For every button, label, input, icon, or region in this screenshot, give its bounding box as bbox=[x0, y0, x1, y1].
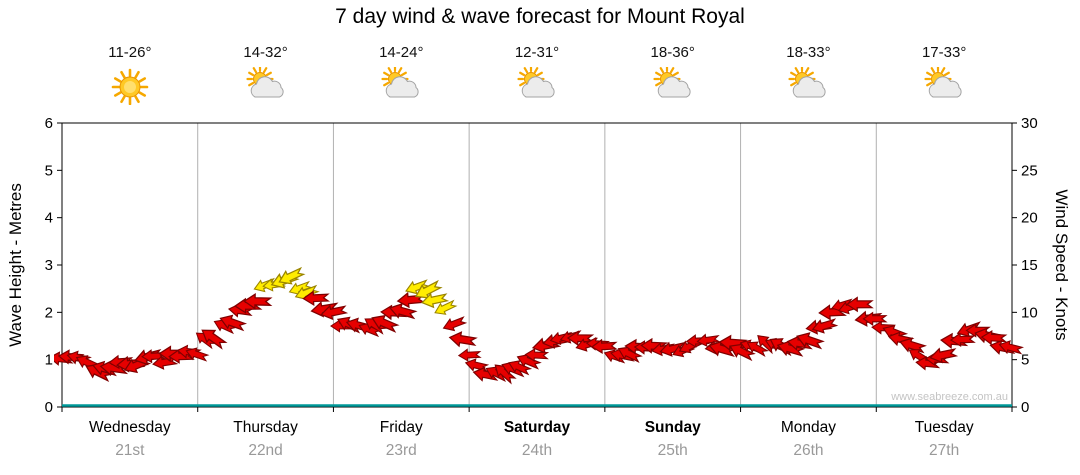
wind-arrow bbox=[845, 296, 874, 313]
temperature-label: 18-36° bbox=[650, 44, 695, 61]
wind-arrow bbox=[998, 340, 1024, 355]
day-date: 25th bbox=[657, 442, 688, 459]
day-name: Friday bbox=[379, 419, 423, 436]
right-tick-label: 5 bbox=[1021, 352, 1029, 369]
right-tick-label: 15 bbox=[1021, 257, 1038, 274]
right-tick-label: 20 bbox=[1021, 210, 1038, 227]
day-name: Sunday bbox=[644, 419, 701, 436]
left-tick-label: 4 bbox=[45, 210, 53, 227]
wind-arrow-series bbox=[54, 266, 1024, 385]
wind-arrow bbox=[371, 314, 400, 333]
bottom-axis-ticks bbox=[61, 407, 1013, 412]
day-name: Tuesday bbox=[914, 419, 974, 436]
wind-arrow bbox=[524, 348, 550, 363]
watermark: www.seabreeze.com.au bbox=[891, 391, 1008, 403]
wind-arrow bbox=[185, 347, 210, 362]
left-tick-label: 6 bbox=[45, 115, 53, 132]
partly-cloudy-icon bbox=[378, 65, 424, 110]
day-name: Saturday bbox=[503, 419, 571, 436]
day-name: Wednesday bbox=[89, 419, 171, 436]
temperature-label: 14-32° bbox=[243, 44, 288, 61]
day-date: 26th bbox=[793, 442, 824, 459]
day-date: 24th bbox=[521, 442, 553, 459]
day-name: Thursday bbox=[233, 419, 298, 436]
temperature-label: 12-31° bbox=[514, 44, 560, 61]
sunny-icon bbox=[107, 67, 153, 110]
wind-arrow bbox=[448, 331, 478, 348]
wind-arrow bbox=[464, 358, 490, 372]
partly-cloudy-icon bbox=[921, 65, 967, 110]
left-tick-label: 0 bbox=[45, 399, 53, 416]
day-gridlines bbox=[197, 123, 877, 407]
wind-arrow bbox=[929, 347, 959, 364]
partly-cloudy-icon bbox=[243, 65, 289, 110]
left-tick-label: 3 bbox=[45, 257, 53, 274]
wind-arrow bbox=[811, 318, 839, 334]
left-tick-label: 2 bbox=[45, 304, 53, 321]
day-name: Monday bbox=[780, 419, 836, 436]
right-axis: 0 5 10 15 20 25 30 bbox=[1012, 115, 1038, 416]
wind-arrow bbox=[899, 337, 927, 354]
wind-arrow bbox=[796, 332, 825, 350]
partly-cloudy-icon bbox=[650, 65, 696, 110]
temperature-label: 18-33° bbox=[786, 44, 831, 61]
wind-arrow bbox=[442, 316, 468, 332]
partly-cloudy-icon bbox=[785, 65, 831, 110]
partly-cloudy-icon bbox=[514, 65, 560, 110]
wind-arrow bbox=[729, 343, 756, 362]
page-title: 7 day wind & wave forecast for Mount Roy… bbox=[335, 5, 745, 28]
wind-arrow bbox=[302, 290, 331, 307]
wind-arrow bbox=[746, 341, 769, 357]
day-date: 21st bbox=[115, 442, 145, 459]
right-tick-label: 10 bbox=[1021, 304, 1038, 321]
right-tick-label: 0 bbox=[1021, 399, 1029, 416]
day-date: 23rd bbox=[385, 442, 417, 459]
day-date: 22nd bbox=[248, 442, 283, 459]
wind-arrow-gust bbox=[421, 292, 450, 309]
wind-arrow bbox=[696, 333, 721, 348]
temperature-label: 14-24° bbox=[379, 44, 424, 61]
temperature-label: 17-33° bbox=[921, 44, 967, 61]
day-date: 27th bbox=[929, 442, 960, 459]
wind-arrow bbox=[243, 293, 273, 310]
wind-arrow bbox=[862, 311, 888, 326]
wind-arrow bbox=[320, 304, 349, 321]
wind-arrow bbox=[388, 302, 418, 320]
right-tick-label: 30 bbox=[1021, 115, 1038, 132]
temperature-label: 11-26° bbox=[108, 44, 152, 61]
wind-arrow bbox=[201, 329, 228, 350]
wind-arrow bbox=[457, 348, 482, 362]
wind-arrow bbox=[508, 360, 533, 376]
wind-arrow-gust bbox=[405, 279, 431, 295]
left-tick-label: 5 bbox=[45, 162, 53, 179]
wind-arrow-gust bbox=[278, 266, 306, 285]
right-tick-label: 25 bbox=[1021, 162, 1038, 179]
wind-arrow bbox=[590, 338, 618, 355]
wind-arrow bbox=[219, 314, 248, 332]
left-tick-label: 1 bbox=[45, 352, 53, 369]
wind-arrow-gust bbox=[434, 299, 458, 315]
